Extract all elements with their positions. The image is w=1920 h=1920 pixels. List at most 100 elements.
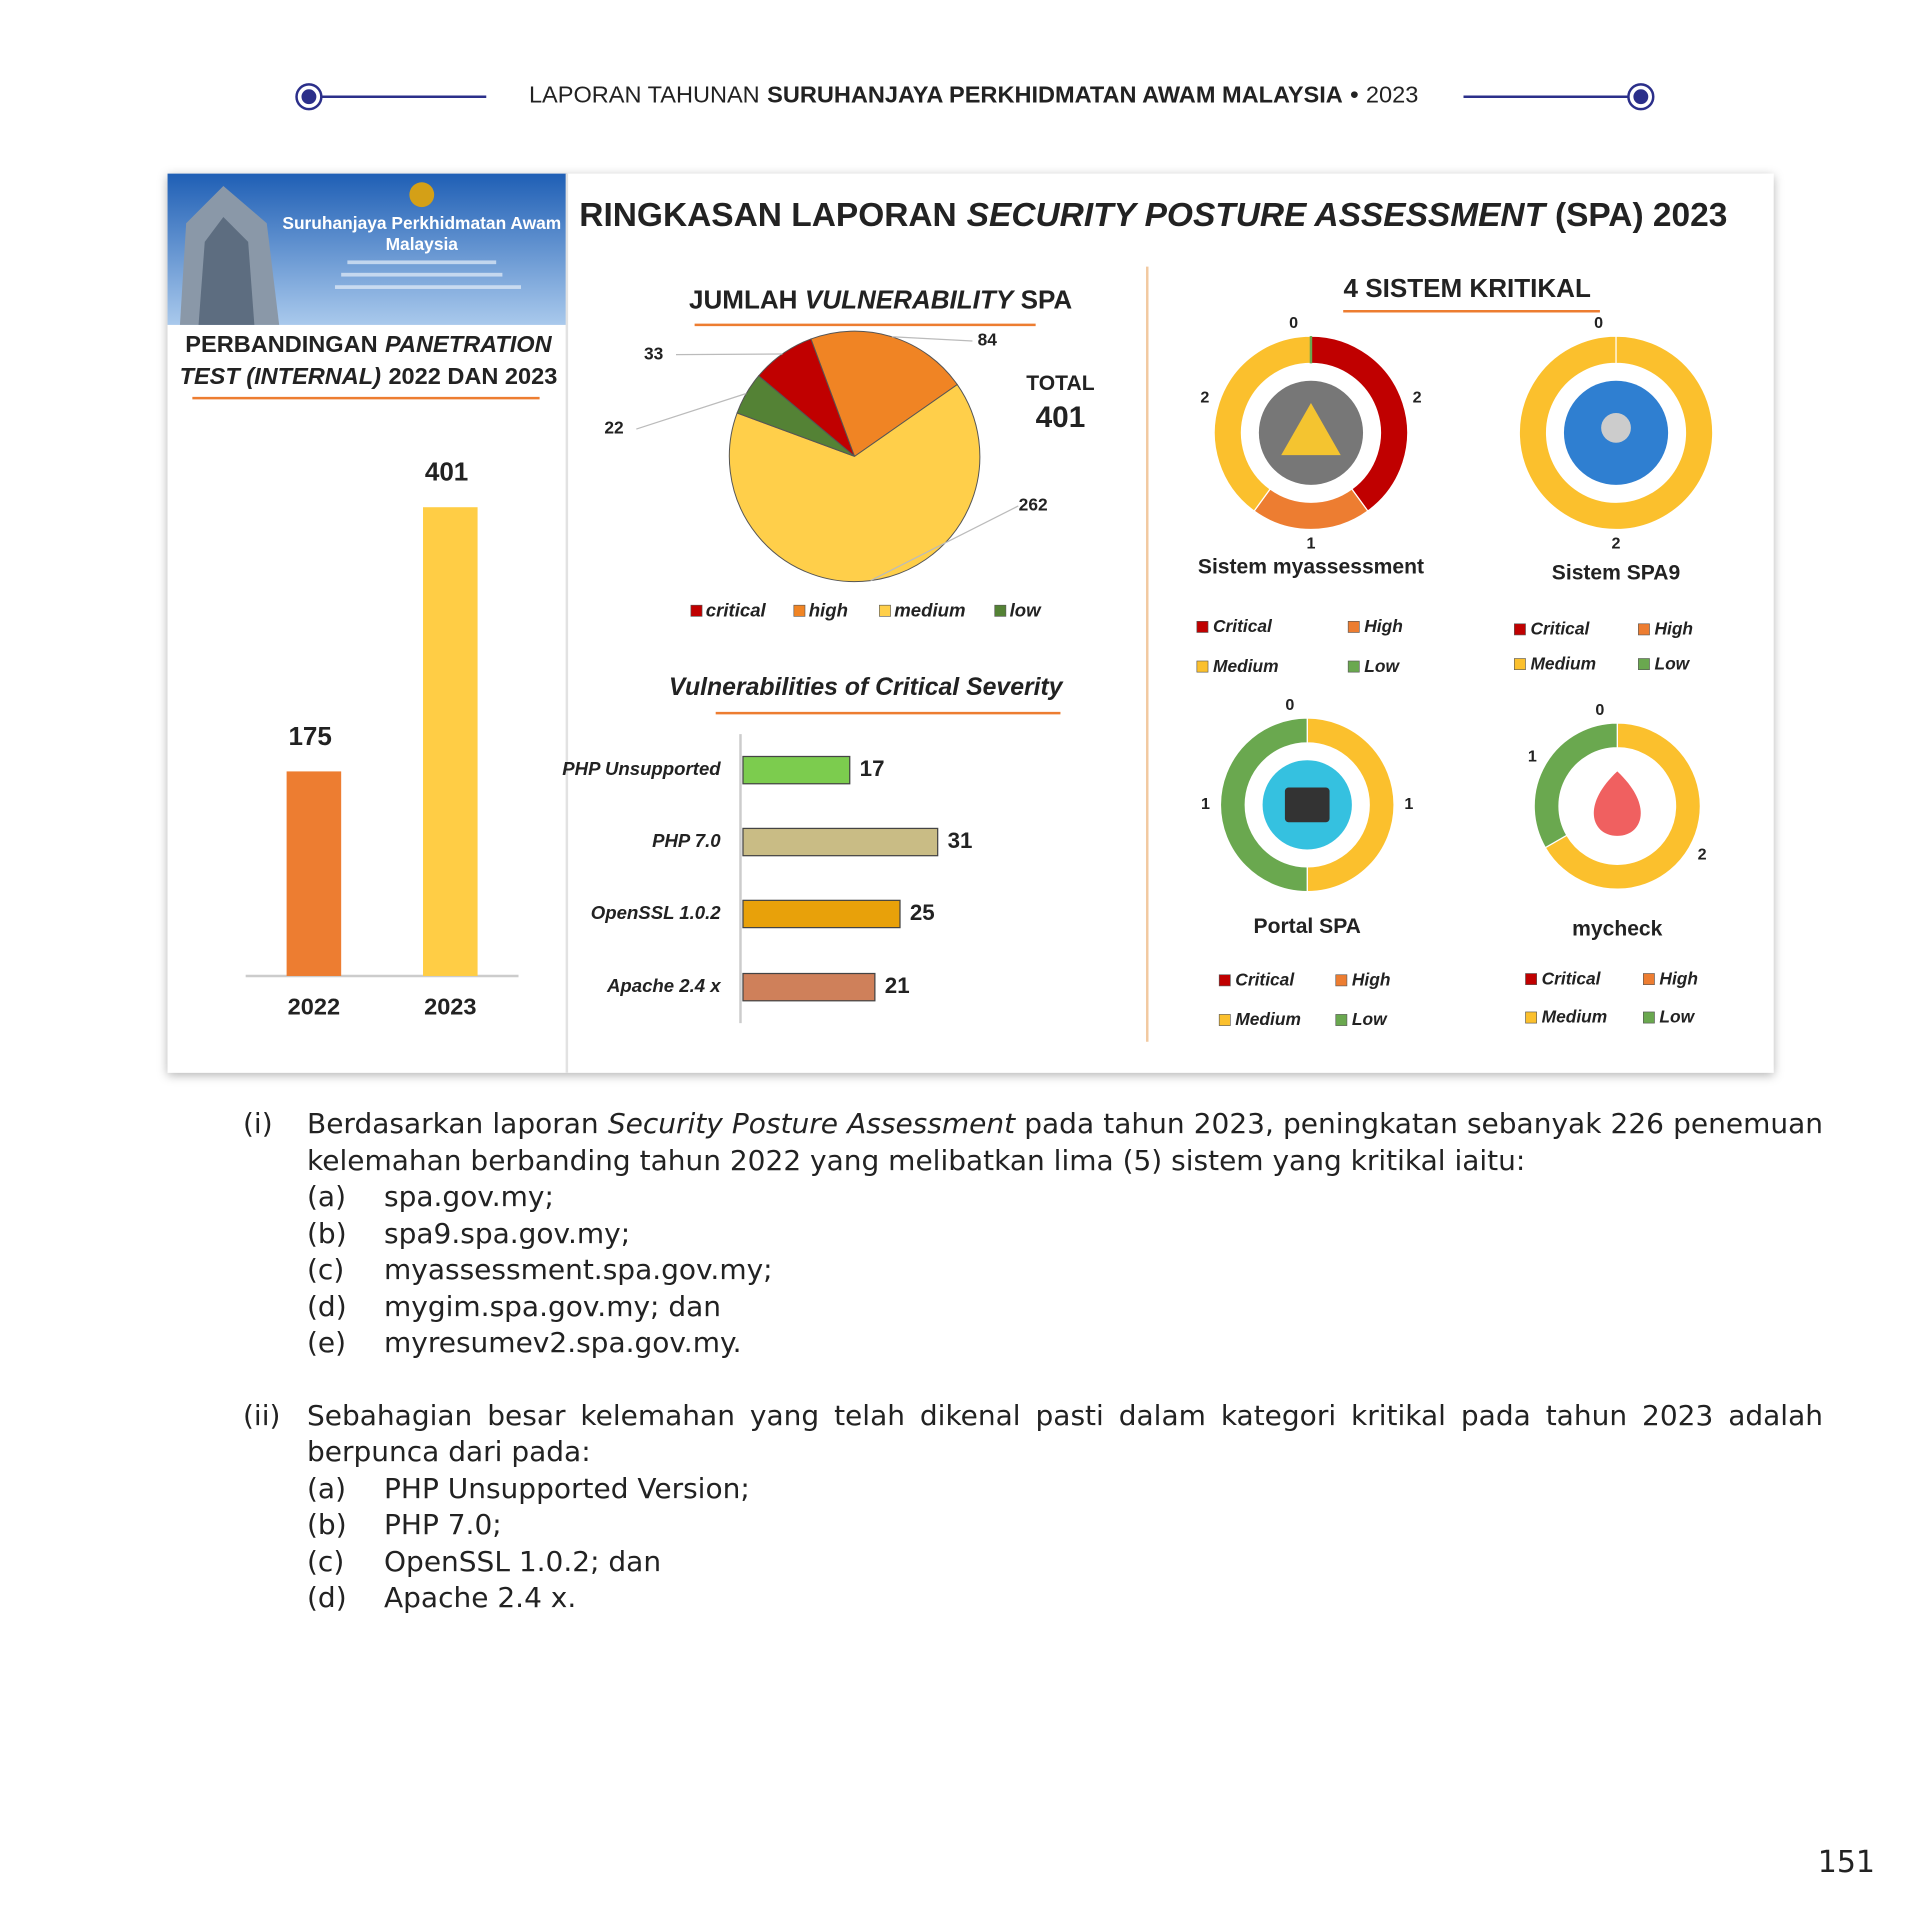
crest xyxy=(409,182,435,208)
value-label: 31 xyxy=(948,828,973,853)
item-text: PHP 7.0; xyxy=(384,1508,502,1541)
legend-label: Critical xyxy=(1235,970,1295,990)
item-label: (a) xyxy=(307,1180,347,1213)
list-item: (d) Apache 2.4 x. xyxy=(307,1580,1823,1617)
value-label: 21 xyxy=(885,973,910,998)
value-label: 2 xyxy=(1413,389,1422,407)
logo-line: Malaysia xyxy=(386,234,459,254)
legend-swatch xyxy=(1643,973,1655,985)
title-part: PERBANDINGAN xyxy=(185,331,377,357)
value-label: 2 xyxy=(1200,389,1209,407)
value-label: 1 xyxy=(1404,795,1413,813)
item-text: mygim.spa.gov.my; dan xyxy=(384,1289,722,1323)
pie-slice xyxy=(736,375,855,457)
value-label: 0 xyxy=(1285,696,1294,714)
title-part: 2022 DAN 2023 xyxy=(388,363,557,389)
icon xyxy=(1601,412,1631,443)
comparison-title: PERBANDINGAN PANETRATION xyxy=(185,331,552,357)
item-list: (a) spa.gov.my; (b) spa9.spa.gov.my; (c) myas… xyxy=(307,1179,1823,1362)
item-label: (c) xyxy=(307,1253,345,1286)
header-organisation: SURUHANJAYA PERKHIDMATAN AWAM MALAYSIA xyxy=(767,82,1343,108)
donut-segment xyxy=(1219,717,1308,893)
item-text: spa.gov.my; xyxy=(384,1180,554,1213)
item-label: (b) xyxy=(307,1508,347,1541)
address-line xyxy=(341,272,503,277)
item-label: (b) xyxy=(307,1216,347,1250)
legend-swatch xyxy=(1218,974,1231,987)
legend-swatch xyxy=(1335,1014,1348,1026)
legend-swatch xyxy=(1335,974,1348,987)
pie-slice xyxy=(728,383,981,583)
bar xyxy=(286,771,342,976)
icon xyxy=(1593,771,1641,836)
address-line xyxy=(347,260,497,265)
legend-label: Medium xyxy=(1542,1007,1608,1027)
legend-label: Low xyxy=(1654,653,1690,673)
donut-segment xyxy=(1306,717,1395,893)
systems-title: 4 SISTEM KRITIKAL xyxy=(1344,273,1591,303)
item-label: (e) xyxy=(307,1326,347,1359)
bar xyxy=(742,755,851,785)
header-dot xyxy=(301,89,317,105)
legend-label: Medium xyxy=(1530,653,1596,673)
leader-line xyxy=(636,392,747,430)
bar xyxy=(423,507,478,976)
total-label: TOTAL xyxy=(1026,372,1094,395)
legend-swatch xyxy=(1514,658,1526,670)
legend-swatch xyxy=(1514,623,1526,636)
category-label: PHP 7.0 xyxy=(652,830,721,851)
legend-swatch xyxy=(1347,620,1360,633)
text: Berdasarkan laporan xyxy=(307,1107,599,1140)
legend-swatch xyxy=(1525,1011,1537,1024)
title-part: PANETRATION xyxy=(385,331,553,357)
legend-swatch xyxy=(1525,973,1537,985)
legend-label: Low xyxy=(1659,1007,1695,1027)
item-text: myassessment.spa.gov.my; xyxy=(384,1253,773,1286)
list-item: (b) spa9.spa.gov.my; xyxy=(307,1216,1823,1253)
donut-segment xyxy=(1533,722,1618,849)
infographic-area: LAPORAN TAHUNAN SURUHANJAYA PERKHIDMATAN … xyxy=(167,82,1774,1073)
legend-swatch xyxy=(793,604,806,617)
item-label: (d) xyxy=(307,1289,347,1323)
page-number: 151 xyxy=(1817,1845,1875,1880)
category-label: PHP Unsupported xyxy=(562,758,721,779)
paragraph-marker: (ii) xyxy=(243,1398,281,1432)
leader-line xyxy=(891,336,973,342)
legend-swatch xyxy=(1196,660,1209,673)
logo-line: Suruhanjaya Perkhidmatan Awam xyxy=(282,213,561,233)
leader-line xyxy=(870,505,1019,582)
legend-swatch xyxy=(1638,658,1650,670)
title-part: JUMLAH xyxy=(689,284,797,314)
value-label: 1 xyxy=(1306,535,1315,553)
legend-label: High xyxy=(1654,619,1693,639)
category-label: OpenSSL 1.0.2 xyxy=(591,902,722,923)
value-label: 1 xyxy=(1201,795,1210,813)
legend-swatch xyxy=(1643,1011,1655,1024)
value-label: 22 xyxy=(604,418,623,438)
header-text: LAPORAN TAHUNAN SURUHANJAYA PERKHIDMATAN … xyxy=(529,82,1418,108)
item-text: PHP Unsupported Version; xyxy=(384,1471,750,1505)
item-text: spa9.spa.gov.my; xyxy=(384,1216,631,1250)
paragraph-marker: (i) xyxy=(243,1107,273,1140)
header-prefix: LAPORAN TAHUNAN xyxy=(529,82,760,108)
value-label: 401 xyxy=(425,457,468,487)
value-label: 2 xyxy=(1698,845,1707,863)
list-item: (c) OpenSSL 1.0.2; dan xyxy=(307,1544,1823,1581)
category-label: 2023 xyxy=(424,993,476,1019)
value-label: 0 xyxy=(1594,314,1603,332)
paragraph-text: Berdasarkan laporan Security Posture Ass… xyxy=(307,1106,1823,1179)
legend-label: Low xyxy=(1364,656,1400,676)
paragraph-text: Sebahagian besar kelemahan yang telah di… xyxy=(307,1398,1823,1471)
legend-swatch xyxy=(690,604,703,617)
paragraph: (ii) Sebahagian besar kelemahan yang tel… xyxy=(243,1398,1823,1617)
icon xyxy=(1281,403,1341,456)
legend-label: High xyxy=(1364,616,1403,636)
title-emphasis: SECURITY POSTURE ASSESSMENT xyxy=(967,197,1548,234)
item-label: (a) xyxy=(307,1471,347,1505)
total-value: 401 xyxy=(1036,401,1086,434)
leader-line xyxy=(676,353,783,356)
value-label: 84 xyxy=(978,330,998,350)
bar xyxy=(742,827,939,857)
bar xyxy=(742,972,876,1002)
list-item: (b) PHP 7.0; xyxy=(307,1507,1823,1544)
